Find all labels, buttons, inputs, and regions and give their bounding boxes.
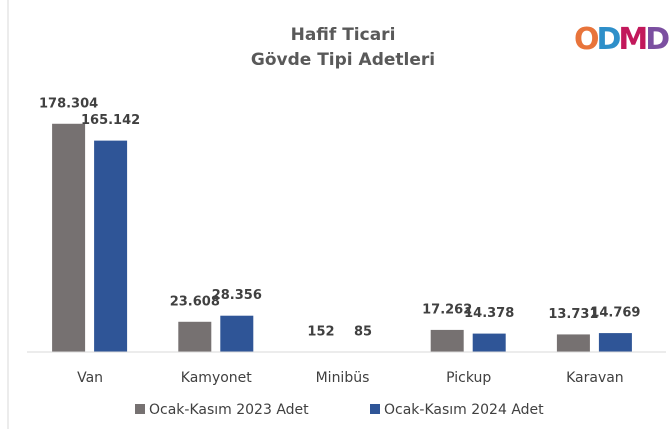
bar: [178, 321, 212, 352]
data-label: 14.378: [464, 306, 514, 321]
logo-letter: D: [645, 22, 669, 57]
bar: [52, 123, 86, 353]
x-tick-label: Pickup: [446, 370, 491, 386]
data-label: 23.608: [170, 294, 220, 309]
chart-title: Gövde Tipi Adetleri: [251, 50, 435, 70]
x-tick-label: Minibüs: [316, 370, 370, 386]
bar: [472, 333, 506, 352]
data-label: 85: [354, 324, 372, 339]
data-label: 178.304: [39, 96, 98, 111]
bar: [598, 333, 632, 352]
legend-swatch: [135, 404, 145, 414]
logo: ODMD: [574, 22, 669, 57]
data-label: 13.731: [548, 307, 598, 322]
bar: [220, 315, 254, 352]
legend-label: Ocak-Kasım 2023 Adet: [149, 402, 309, 418]
legend-swatch: [370, 404, 380, 414]
x-tick-label: Van: [77, 370, 103, 386]
bar: [94, 140, 128, 352]
x-tick-label: Kamyonet: [181, 370, 252, 386]
data-label: 28.356: [212, 288, 262, 303]
logo-letter: O: [574, 22, 598, 57]
chart-title: Hafif Ticari: [291, 25, 396, 45]
data-label: 14.769: [590, 306, 640, 321]
data-label: 152: [307, 324, 334, 339]
x-tick-label: Karavan: [566, 370, 624, 386]
data-label: 165.142: [81, 113, 140, 128]
bar: [430, 329, 464, 352]
legend-label: Ocak-Kasım 2024 Adet: [384, 402, 544, 418]
data-label: 17.262: [422, 302, 472, 317]
bar: [556, 334, 590, 352]
logo-letter: D: [597, 22, 621, 57]
logo-letter: M: [618, 22, 646, 57]
